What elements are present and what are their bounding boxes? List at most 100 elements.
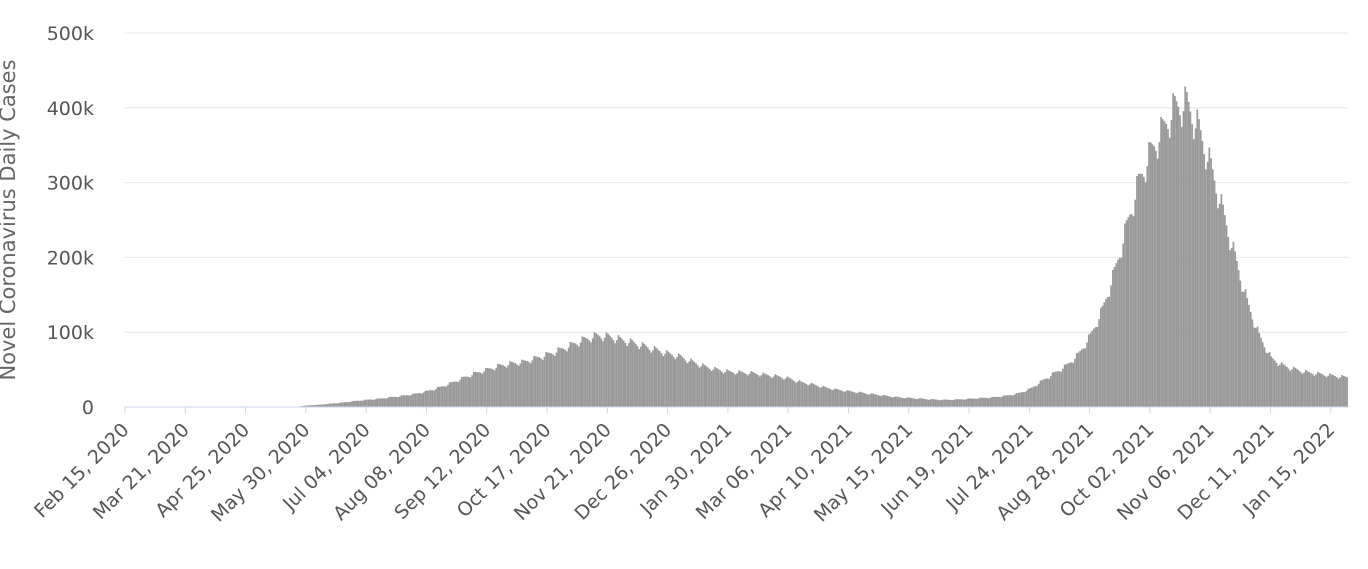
daily-bar xyxy=(801,382,804,407)
daily-bar xyxy=(438,386,441,407)
daily-bar xyxy=(1105,299,1107,407)
daily-bar xyxy=(407,395,410,407)
daily-bar xyxy=(1198,119,1200,408)
daily-bar xyxy=(1248,305,1250,407)
daily-bar xyxy=(612,340,615,407)
daily-bar xyxy=(476,372,479,407)
daily-bar xyxy=(1122,243,1125,407)
daily-bar xyxy=(791,379,794,407)
daily-bar xyxy=(1031,387,1033,407)
daily-bar xyxy=(707,367,709,407)
daily-bar xyxy=(772,376,775,407)
daily-bar xyxy=(950,399,952,407)
daily-bar xyxy=(817,386,820,407)
daily-bar xyxy=(869,394,871,407)
daily-bar xyxy=(836,389,839,407)
daily-bar xyxy=(441,386,444,407)
daily-bar xyxy=(548,352,551,407)
daily-bar xyxy=(779,376,782,407)
daily-bar xyxy=(572,342,575,407)
daily-bar xyxy=(827,388,830,407)
daily-bar xyxy=(1220,194,1223,407)
daily-bar xyxy=(1019,392,1021,407)
daily-bar xyxy=(362,400,365,407)
daily-bar xyxy=(1087,334,1090,407)
daily-bar xyxy=(741,372,744,407)
daily-bar xyxy=(1179,115,1181,407)
daily-bar xyxy=(769,376,771,407)
daily-bar xyxy=(746,375,749,407)
daily-bar xyxy=(426,390,429,407)
daily-bar xyxy=(1315,374,1317,407)
daily-bar xyxy=(1089,333,1092,407)
daily-bar xyxy=(329,403,332,407)
daily-bar xyxy=(1032,386,1035,407)
daily-bar xyxy=(1053,371,1056,407)
daily-bar xyxy=(1263,347,1266,407)
daily-bar xyxy=(936,399,939,407)
daily-bar xyxy=(1134,199,1137,407)
daily-bar xyxy=(1280,362,1283,407)
daily-bar xyxy=(710,371,713,407)
daily-bar xyxy=(324,404,327,407)
daily-bar xyxy=(1118,257,1121,407)
daily-bar xyxy=(1106,297,1109,407)
daily-bar xyxy=(540,358,542,407)
daily-bar xyxy=(777,376,780,407)
daily-bar xyxy=(565,351,568,407)
daily-bar xyxy=(944,399,947,407)
daily-bar xyxy=(588,340,591,407)
daily-bar xyxy=(1065,364,1068,407)
daily-bar xyxy=(531,360,534,407)
daily-bar xyxy=(584,337,587,407)
daily-bar xyxy=(347,402,349,407)
daily-bar xyxy=(683,358,685,407)
daily-bar xyxy=(1253,327,1255,407)
daily-bar xyxy=(359,400,361,407)
daily-bar xyxy=(571,342,573,407)
daily-bar xyxy=(863,393,866,407)
daily-bar xyxy=(1320,373,1323,407)
daily-bar xyxy=(917,398,920,407)
daily-bar xyxy=(412,393,415,407)
daily-bar xyxy=(385,398,387,407)
daily-bar xyxy=(379,398,382,407)
daily-bar xyxy=(1029,388,1032,407)
daily-bar xyxy=(342,402,344,407)
daily-bar xyxy=(1143,176,1145,407)
daily-bar xyxy=(512,362,515,407)
daily-bar xyxy=(1124,223,1126,407)
daily-bar xyxy=(795,382,797,407)
daily-bar xyxy=(953,399,956,407)
daily-bar xyxy=(323,404,325,407)
daily-bar xyxy=(1070,362,1073,407)
daily-bar xyxy=(603,337,606,407)
daily-bar xyxy=(736,373,739,407)
daily-bar xyxy=(462,376,465,407)
daily-bar xyxy=(1156,158,1159,407)
daily-bar xyxy=(354,400,356,407)
daily-bar xyxy=(369,399,372,407)
daily-bar xyxy=(994,396,997,407)
daily-bar xyxy=(331,403,334,407)
daily-bar xyxy=(1341,375,1343,407)
daily-bar xyxy=(471,375,473,407)
daily-bar xyxy=(627,343,630,407)
daily-bar xyxy=(491,369,494,407)
daily-bar xyxy=(1149,142,1152,407)
daily-bar xyxy=(602,341,604,407)
daily-bar xyxy=(810,382,813,407)
daily-bar xyxy=(381,398,384,407)
daily-bar xyxy=(1091,330,1094,407)
daily-bar xyxy=(1236,260,1238,407)
daily-bar xyxy=(876,394,878,407)
daily-bar xyxy=(414,393,417,407)
daily-bar xyxy=(1222,204,1224,407)
daily-bar xyxy=(1151,144,1154,407)
daily-bar xyxy=(1180,126,1183,407)
daily-bar xyxy=(767,375,770,407)
daily-bar xyxy=(1211,169,1214,407)
daily-bar xyxy=(1334,376,1336,407)
y-tick-label: 300k xyxy=(47,173,94,195)
